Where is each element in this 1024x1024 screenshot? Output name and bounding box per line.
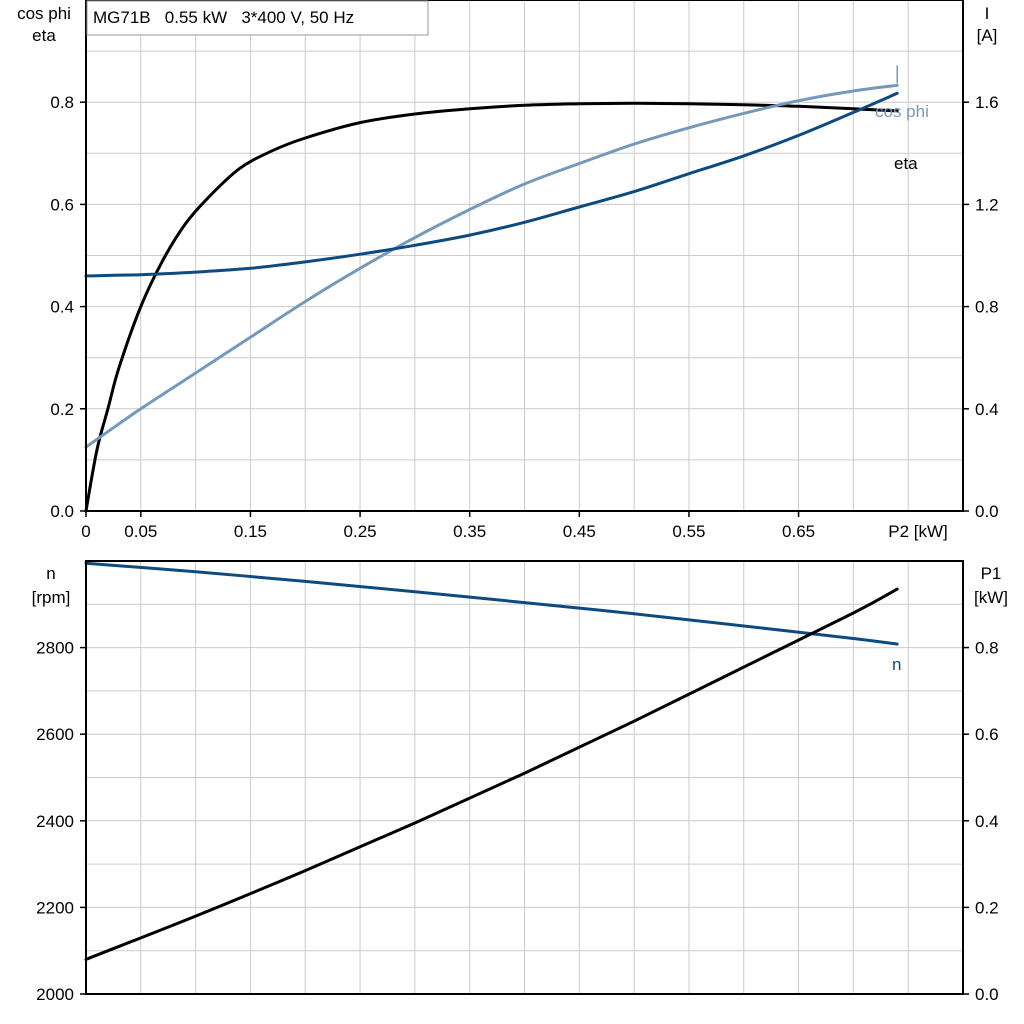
chart-title-box: [86, 0, 429, 36]
n-axis-label-line2: [rpm]: [32, 588, 71, 607]
x-tick-label: 0.45: [563, 522, 596, 541]
bottom-chart: 2000 2200 2400 2600 2800 0.0 0.2 0.4 0.6 0.8 n [r…: [32, 560, 1008, 1004]
left-y-tick-label: 2000: [36, 985, 74, 1004]
x-tick-label: 0.55: [672, 522, 705, 541]
right-y-tick-label: 0.0: [975, 502, 999, 521]
right-y-tick-label: 0.8: [975, 639, 999, 658]
top-chart-ticks: 0.0 0.2 0.4 0.6 0.8 0.0 0.4 0.8 1.2 1.6 0 0.05 0.15 0…: [50, 93, 998, 541]
top-chart-frame: [85, 0, 964, 512]
p1-axis-label-line1: P1: [981, 564, 1002, 583]
series-label-eta: eta: [894, 154, 918, 173]
top-chart-curves: [84, 65, 899, 513]
left-axis-label-line2: eta: [32, 26, 56, 45]
x-tick-label: 0.65: [782, 522, 815, 541]
left-y-tick-label: 0.4: [50, 298, 74, 317]
right-y-tick-label: 0.4: [975, 400, 999, 419]
left-y-tick-label: 2800: [36, 639, 74, 658]
x-tick-label: 0.05: [124, 522, 157, 541]
x-tick-label: 0.25: [344, 522, 377, 541]
series-line-i: [84, 91, 899, 278]
left-axis-label-line1: cos phi: [17, 4, 71, 23]
x-axis-label: P2 [kW]: [888, 522, 948, 541]
bottom-chart-curves: [84, 561, 899, 961]
p1-axis-label-line2: [kW]: [974, 588, 1008, 607]
bottom-chart-grid: [85, 561, 964, 995]
right-y-tick-label: 1.2: [975, 195, 999, 214]
right-y-tick-label: 0.4: [975, 812, 999, 831]
left-y-tick-label: 0.2: [50, 400, 74, 419]
right-y-tick-label: 0.2: [975, 898, 999, 917]
right-y-tick-label: 0.8: [975, 298, 999, 317]
x-tick-label: 0: [81, 522, 90, 541]
left-y-tick-label: 0.6: [50, 195, 74, 214]
series-line-p1: [84, 587, 899, 961]
bottom-chart-frame: [85, 560, 964, 995]
bottom-chart-ticks: 2000 2200 2400 2600 2800 0.0 0.2 0.4 0.6 0.8: [36, 639, 998, 1004]
left-y-tick-label: 0.0: [50, 502, 74, 521]
x-tick-label: 0.35: [453, 522, 486, 541]
left-y-tick-label: 2400: [36, 812, 74, 831]
x-tick-label: 0.15: [234, 522, 267, 541]
top-chart: 0.0 0.2 0.4 0.6 0.8 0.0 0.4 0.8 1.2 1.6 0 0.05 0.15 0…: [17, 0, 999, 541]
left-y-tick-label: 0.8: [50, 93, 74, 112]
right-axis-label-line2: [A]: [977, 26, 998, 45]
series-line-n: [84, 561, 899, 646]
top-chart-grid: [85, 0, 964, 512]
right-y-tick-label: 0.0: [975, 985, 999, 1004]
right-axis-label-line1: I: [985, 4, 990, 23]
chart-title: MG71B 0.55 kW 3*400 V, 50 Hz: [93, 8, 354, 27]
series-line-cos-phi: [84, 83, 899, 449]
series-label-n: n: [892, 655, 901, 674]
series-label-cos-phi: cos phi: [875, 102, 929, 121]
left-y-tick-label: 2600: [36, 725, 74, 744]
left-y-tick-label: 2200: [36, 898, 74, 917]
right-y-tick-label: 1.6: [975, 93, 999, 112]
right-y-tick-label: 0.6: [975, 725, 999, 744]
series-line-eta: [84, 101, 899, 513]
n-axis-label-line1: n: [46, 564, 55, 583]
